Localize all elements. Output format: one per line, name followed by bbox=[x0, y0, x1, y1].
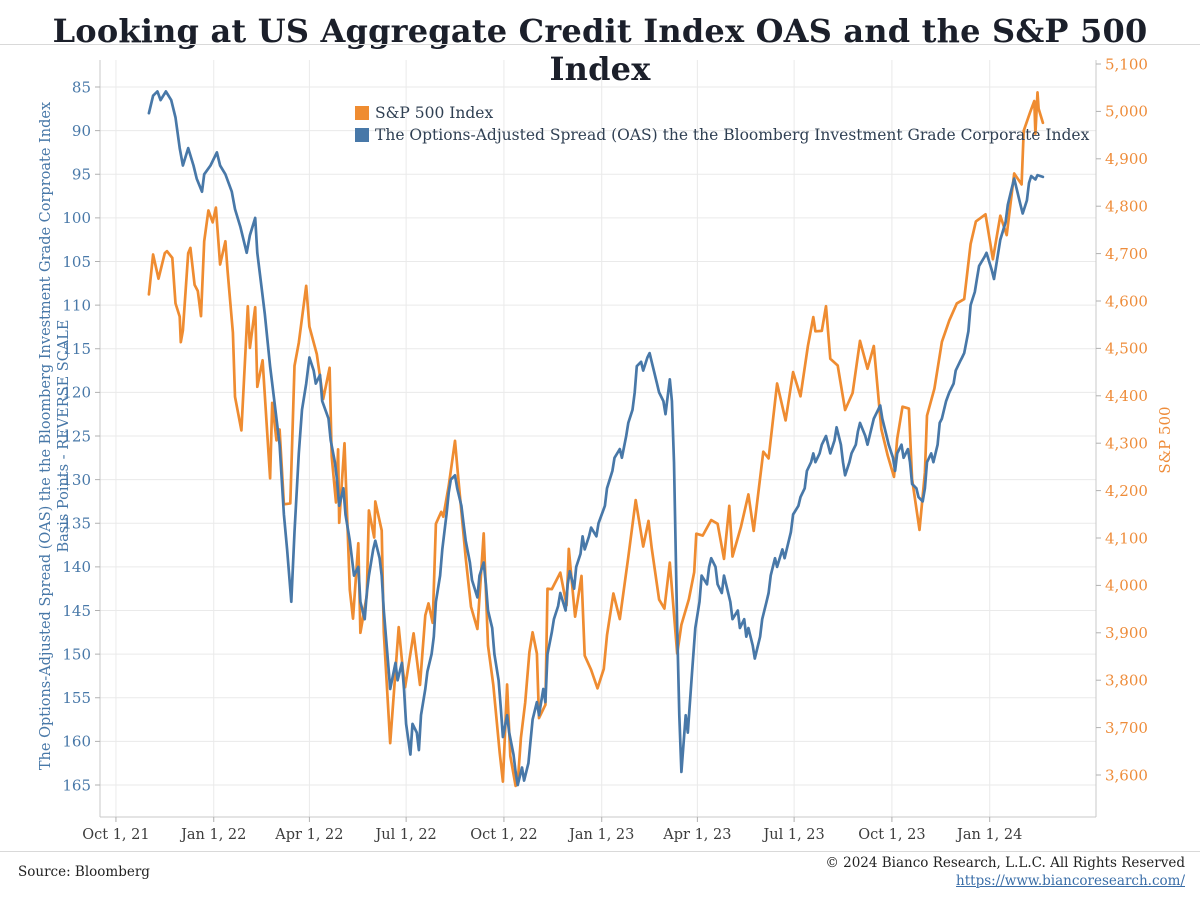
right-tick-label: 5,000 bbox=[1105, 103, 1148, 121]
left-tick-label: 105 bbox=[62, 253, 91, 271]
footer-separator bbox=[0, 851, 1200, 852]
left-tick-label: 100 bbox=[62, 209, 91, 227]
footer-url-link[interactable]: https://www.biancoresearch.com/ bbox=[956, 873, 1185, 889]
left-tick-label: 150 bbox=[62, 645, 91, 663]
right-tick-label: 4,400 bbox=[1105, 387, 1148, 405]
gridlines bbox=[100, 60, 1096, 817]
legend-swatch bbox=[355, 128, 369, 142]
x-tick-label: Apr 1, 23 bbox=[662, 827, 731, 843]
x-tick-label: Jan 1, 23 bbox=[567, 827, 634, 843]
title-separator bbox=[0, 44, 1200, 45]
right-tick-label: 4,300 bbox=[1105, 434, 1148, 452]
right-tick-label: 4,100 bbox=[1105, 529, 1148, 547]
left-tick-label: 95 bbox=[72, 166, 91, 184]
right-tick-label: 4,700 bbox=[1105, 245, 1148, 263]
x-tick-label: Jul 1, 22 bbox=[373, 827, 436, 843]
left-tick-label: 145 bbox=[62, 602, 91, 620]
sp500-line bbox=[147, 91, 1045, 788]
axes: Oct 1, 21 Jan 1, 22 Apr 1, 22 Jul 1, 22 Oct … bbox=[62, 55, 1148, 843]
footer-source: Source: Bloomberg bbox=[18, 864, 150, 880]
left-tick-label: 115 bbox=[62, 340, 91, 358]
left-tick-label: 140 bbox=[62, 558, 91, 576]
right-tick-label: 4,200 bbox=[1105, 482, 1148, 500]
left-tick-label: 160 bbox=[62, 733, 91, 751]
legend-swatch bbox=[355, 106, 369, 120]
left-tick-label: 110 bbox=[62, 296, 91, 314]
left-tick-label: 155 bbox=[62, 689, 91, 707]
x-tick-label: Oct 1, 23 bbox=[858, 827, 925, 843]
right-tick-label: 3,800 bbox=[1105, 671, 1148, 689]
x-tick-label: Jan 1, 24 bbox=[955, 827, 1022, 843]
footer-copyright: © 2024 Bianco Research, L.L.C. All Right… bbox=[825, 855, 1185, 871]
right-tick-label: 4,000 bbox=[1105, 577, 1148, 595]
left-tick-label: 135 bbox=[62, 515, 91, 533]
x-tick-label: Oct 1, 21 bbox=[82, 827, 149, 843]
right-tick-label: 3,700 bbox=[1105, 719, 1148, 737]
x-tick-label: Jul 1, 23 bbox=[761, 827, 824, 843]
plot-frame bbox=[99, 60, 1097, 818]
legend: S&P 500 Index The Options-Adjusted Spread… bbox=[355, 104, 1090, 144]
right-tick-label: 4,800 bbox=[1105, 197, 1148, 215]
left-tick-label: 120 bbox=[62, 384, 91, 402]
x-tick-label: Oct 1, 22 bbox=[470, 827, 537, 843]
legend-label: The Options-Adjusted Spread (OAS) the th… bbox=[375, 126, 1090, 144]
x-tick-label: Jan 1, 22 bbox=[179, 827, 246, 843]
chart-title: Looking at US Aggregate Credit Index OAS… bbox=[52, 12, 1148, 88]
right-tick-label: 4,900 bbox=[1105, 150, 1148, 168]
right-tick-label: 4,500 bbox=[1105, 340, 1148, 358]
x-tick-label: Apr 1, 22 bbox=[274, 827, 343, 843]
legend-label: S&P 500 Index bbox=[375, 104, 493, 122]
left-tick-label: 130 bbox=[62, 471, 91, 489]
right-tick-label: 5,100 bbox=[1105, 55, 1148, 73]
right-tick-label: 3,600 bbox=[1105, 766, 1148, 784]
right-tick-label: 3,900 bbox=[1105, 624, 1148, 642]
left-tick-label: 125 bbox=[62, 427, 91, 445]
left-tick-label: 165 bbox=[62, 776, 91, 794]
left-tick-label: 85 bbox=[72, 78, 91, 96]
footer-right: © 2024 Bianco Research, L.L.C. All Right… bbox=[825, 854, 1185, 890]
left-tick-label: 90 bbox=[72, 122, 91, 140]
oas-line bbox=[147, 90, 1045, 787]
right-tick-label: 4,600 bbox=[1105, 292, 1148, 310]
right-axis-title: S&P 500 bbox=[1156, 406, 1174, 473]
left-axis-title-line2: Basis Points - REVERSE SCALE bbox=[56, 319, 72, 552]
left-axis-title-line1: The Options-Adjusted Spread (OAS) the th… bbox=[38, 102, 54, 770]
